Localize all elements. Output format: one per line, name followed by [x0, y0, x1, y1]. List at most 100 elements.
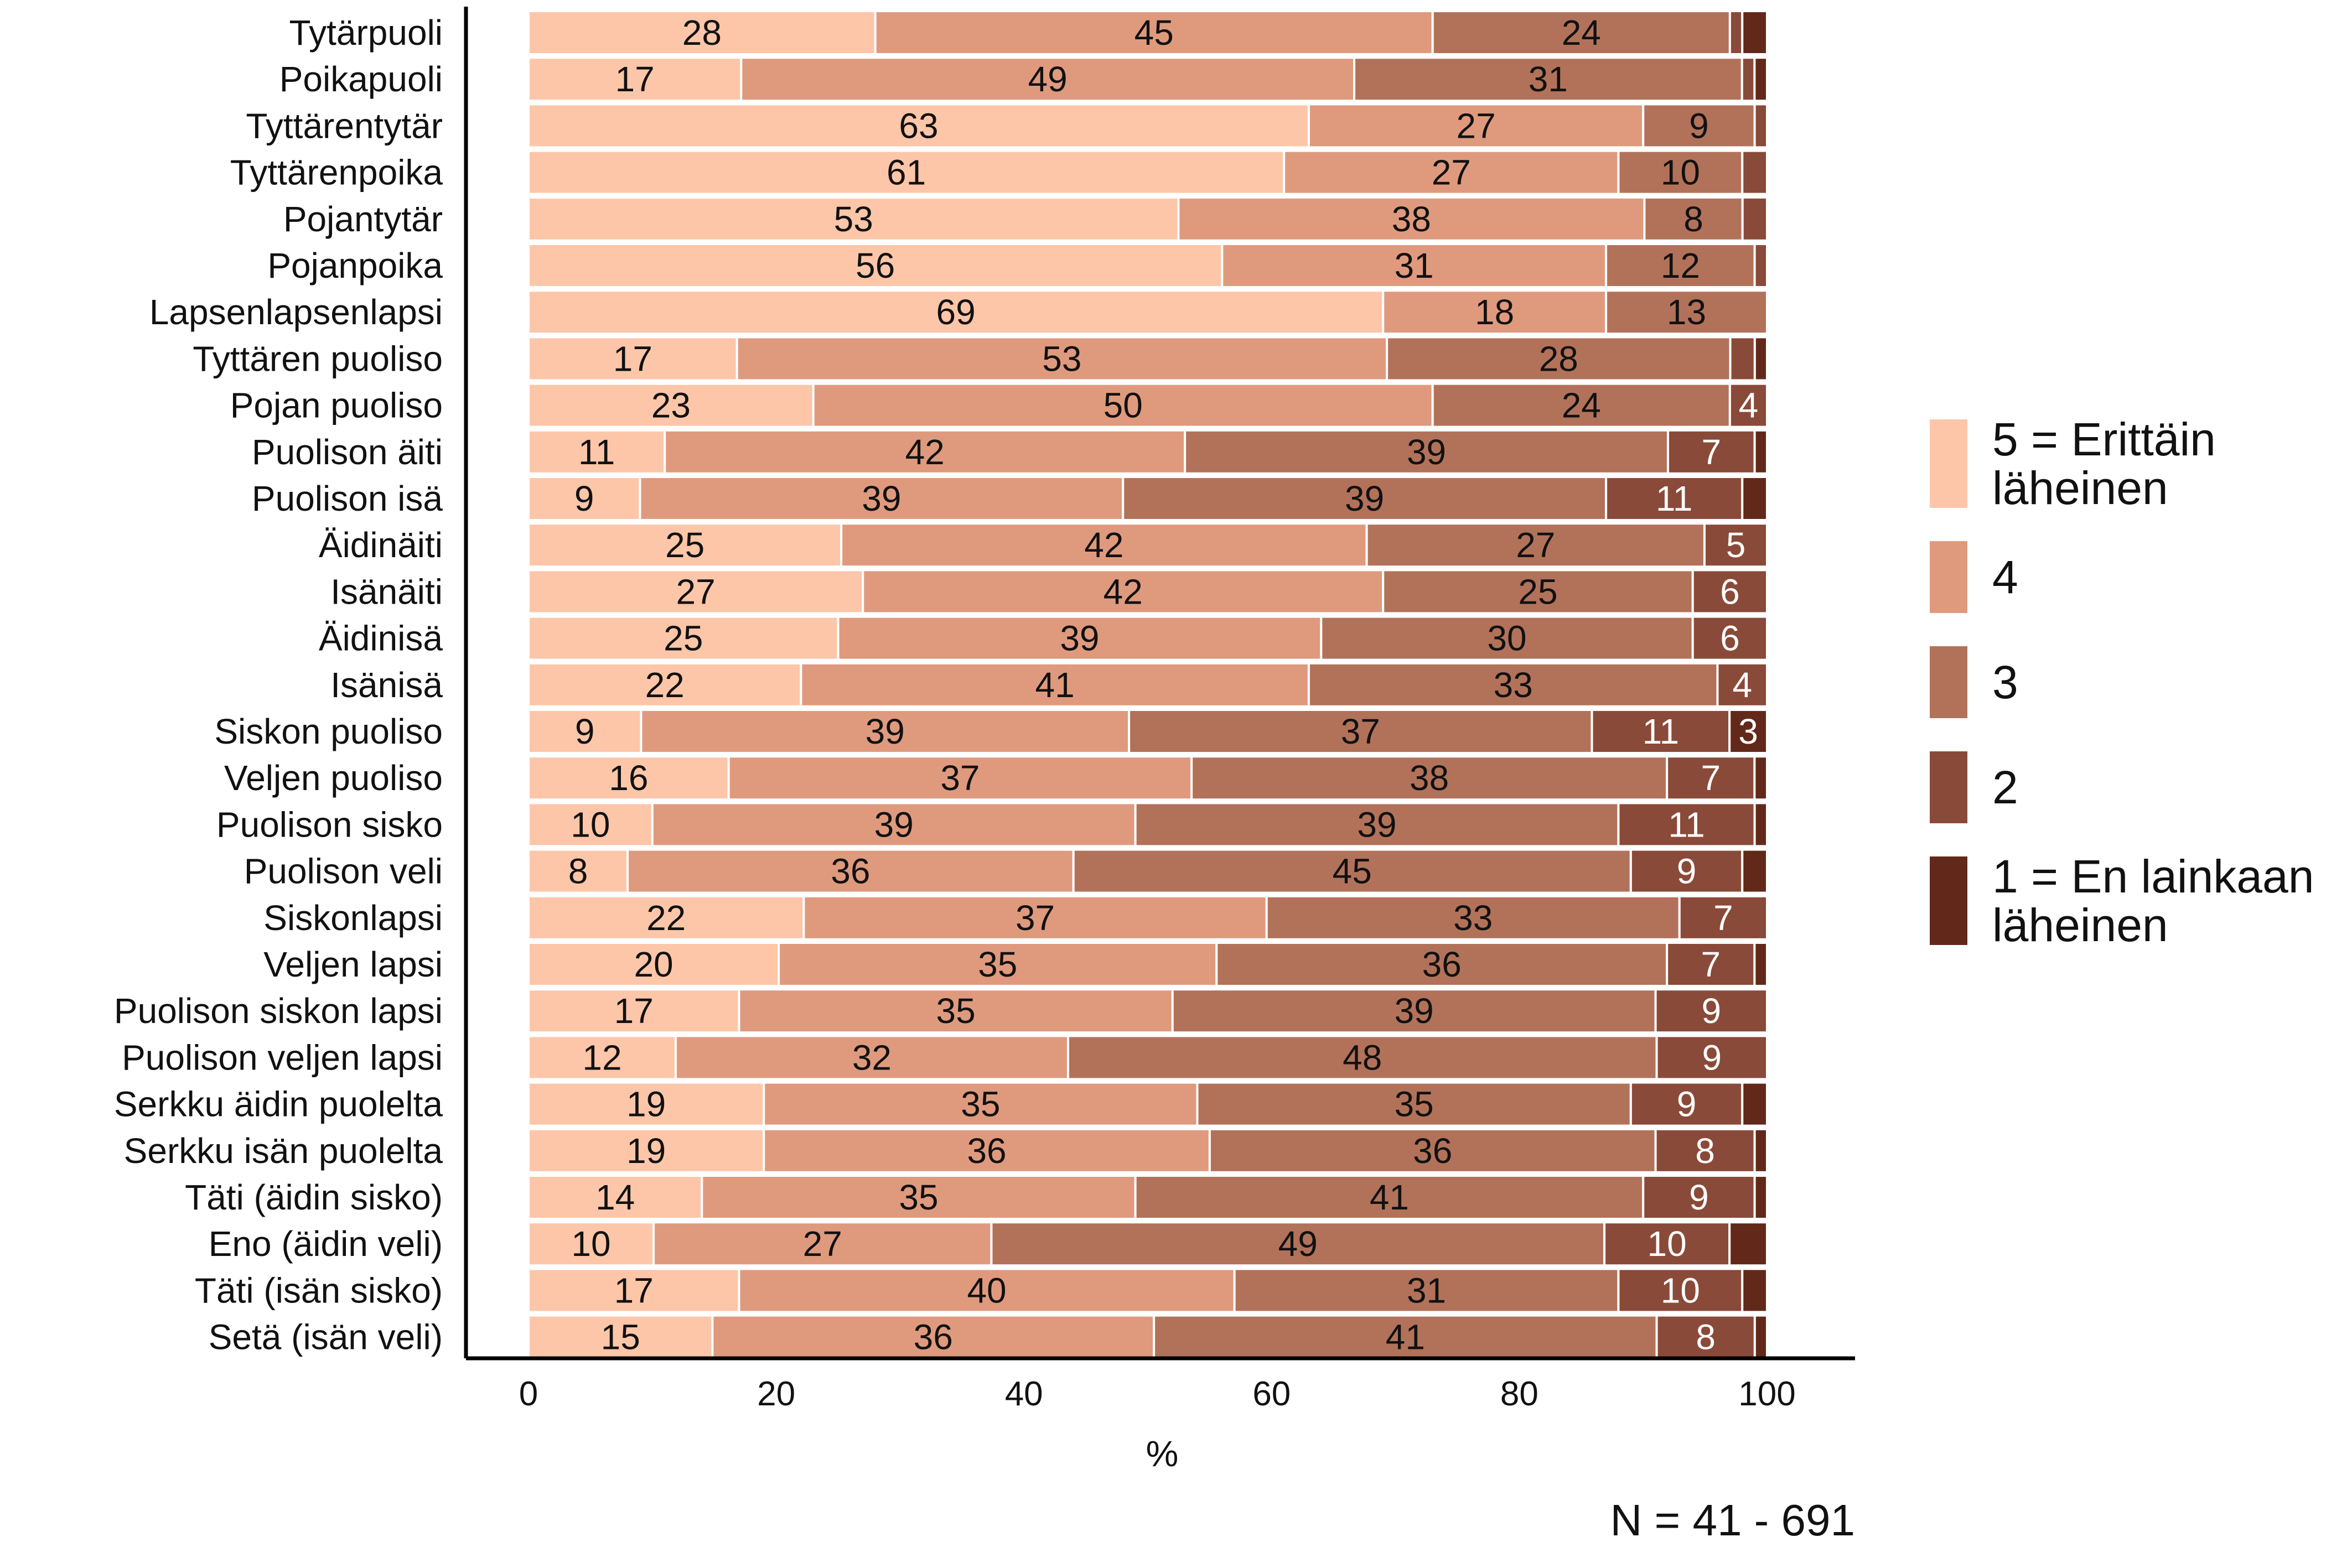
bar-segment — [527, 1175, 703, 1220]
data-label: 40 — [967, 1270, 1006, 1310]
category-label: Siskonlapsi — [263, 898, 443, 938]
bar-segment — [1753, 802, 1769, 848]
data-label: 27 — [803, 1224, 842, 1264]
data-label: 17 — [615, 59, 655, 99]
bar-segment — [1605, 476, 1744, 521]
bar-segment — [1741, 149, 1768, 195]
data-label: 39 — [874, 804, 914, 844]
bar-segment — [1740, 56, 1756, 102]
data-label: 15 — [601, 1317, 640, 1357]
category-label: Tytärpuoli — [289, 13, 443, 53]
bar-segment — [527, 196, 1180, 242]
category-label: Täti (äidin sisko) — [185, 1177, 443, 1217]
bar-segment — [527, 615, 840, 661]
bar-segment — [527, 1081, 765, 1127]
category-label: Isänisä — [330, 665, 443, 705]
legend-label: 4 — [1992, 551, 2018, 603]
data-label: 69 — [936, 292, 976, 332]
bar-segment — [800, 662, 1310, 708]
data-label: 9 — [1701, 991, 1721, 1031]
bar-segment — [1307, 662, 1719, 708]
bar-segment — [626, 848, 1075, 894]
data-label: 63 — [899, 106, 938, 146]
category-label: Tyttären puoliso — [193, 339, 443, 378]
data-label: 3 — [1738, 712, 1758, 751]
legend-swatch — [1930, 646, 1967, 718]
data-label: 30 — [1487, 619, 1526, 658]
bar-segment — [1066, 1035, 1658, 1081]
data-label: 25 — [664, 619, 703, 658]
data-label: 18 — [1475, 292, 1514, 332]
data-label: 37 — [940, 758, 980, 798]
bar-segment — [527, 522, 843, 568]
legend-label: 2 — [1992, 761, 2018, 813]
data-label: 41 — [1370, 1177, 1409, 1217]
data-label: 10 — [1661, 153, 1700, 193]
data-label: 17 — [614, 991, 654, 1031]
legend-label: läheinen — [1992, 462, 2168, 514]
data-label: 8 — [1695, 1131, 1715, 1171]
category-label: Äidinisä — [319, 619, 443, 658]
bar-segment — [727, 755, 1193, 801]
bar-segment — [1741, 1268, 1768, 1313]
bar-segment — [1128, 709, 1593, 754]
data-label: 27 — [676, 572, 716, 611]
category-label: Äidinäiti — [319, 525, 443, 565]
data-label: 39 — [1060, 619, 1099, 658]
data-label: 11 — [1668, 804, 1705, 844]
data-label: 12 — [1661, 246, 1700, 285]
data-label: 6 — [1720, 619, 1740, 658]
bar-segment — [1753, 1175, 1769, 1220]
bar-segment — [1753, 1128, 1769, 1174]
bar-segment — [1215, 942, 1669, 987]
bar-segment — [1431, 10, 1731, 55]
data-label: 42 — [1104, 572, 1143, 611]
data-label: 4 — [1732, 665, 1752, 705]
bar-segment — [738, 988, 1174, 1034]
category-label: Setä (isän veli) — [209, 1317, 443, 1357]
category-label: Puolison siskon lapsi — [114, 991, 443, 1031]
data-label: 25 — [665, 525, 704, 565]
data-label: 37 — [1341, 712, 1380, 751]
data-label: 11 — [1643, 712, 1679, 751]
data-label: 27 — [1456, 106, 1495, 146]
category-label: Puolison veli — [244, 852, 443, 891]
data-label: 9 — [1677, 852, 1697, 891]
bar-segment — [874, 10, 1434, 55]
data-label: 7 — [1701, 432, 1721, 472]
bar-segment — [527, 1035, 677, 1081]
data-label: 14 — [595, 1177, 635, 1217]
data-label: 35 — [1395, 1084, 1434, 1124]
bar-segment — [1703, 522, 1769, 568]
data-label: 45 — [1134, 13, 1174, 53]
legend-label: läheinen — [1992, 899, 2168, 951]
data-label: 56 — [856, 246, 895, 285]
bar-segment — [527, 336, 738, 382]
bar-segment — [527, 243, 1224, 288]
bar-segment — [1741, 196, 1768, 242]
bar-segment — [1728, 10, 1744, 55]
bar-segment — [1605, 289, 1769, 335]
data-label: 7 — [1713, 898, 1733, 938]
category-label: Isänäiti — [330, 572, 443, 611]
bar-segment — [1642, 103, 1756, 149]
data-label: 16 — [609, 758, 648, 798]
legend-label: 5 = Erittäin — [1992, 413, 2216, 465]
data-label: 8 — [1683, 199, 1703, 239]
x-axis-title: % — [1146, 1433, 1179, 1474]
bar-segment — [840, 522, 1368, 568]
bar-segment — [527, 942, 780, 987]
data-label: 9 — [1702, 1037, 1722, 1077]
bar-segment — [1741, 10, 1768, 55]
bar-segment — [1666, 755, 1756, 801]
data-label: 39 — [1395, 991, 1434, 1031]
data-label: 22 — [645, 665, 685, 705]
bar-segment — [527, 289, 1385, 335]
data-label: 5 — [1726, 525, 1746, 565]
bar-segment — [527, 10, 877, 55]
bar-segment — [1431, 382, 1731, 428]
category-labels-group: Tytärpuoli Poikapuoli Tyttärentytär Tyttäre… — [114, 13, 443, 1357]
bar-segment — [1728, 1221, 1769, 1267]
bar-segment — [1666, 942, 1756, 987]
